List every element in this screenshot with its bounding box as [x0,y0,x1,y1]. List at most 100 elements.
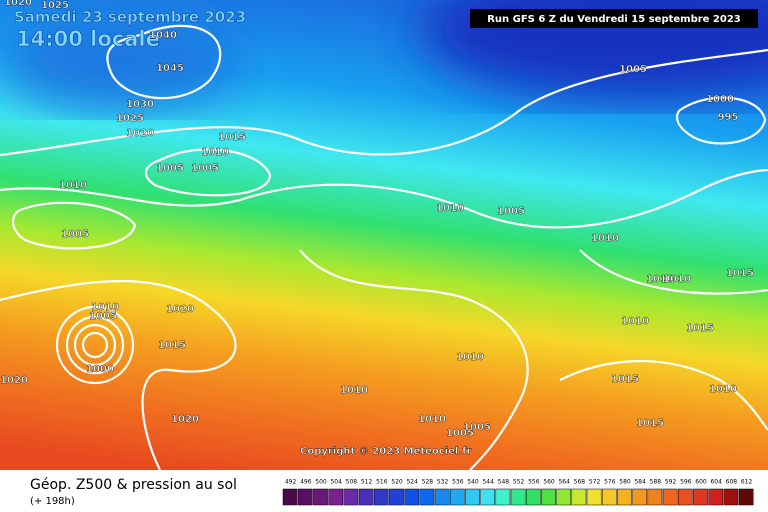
legend-label: 584 [634,479,646,486]
isobar-label: 1015 [686,323,714,334]
isobar [299,249,529,471]
legend-label: 600 [695,479,707,486]
legend-swatch [632,488,648,506]
legend-swatch [601,488,617,506]
isobar-label: 1010 [201,147,229,158]
isobar-label: 1040 [149,30,177,41]
legend-label: 572 [589,479,601,486]
isobar-label: 1025 [116,113,144,124]
isobar [12,201,137,250]
run-box [470,9,758,28]
isobar-label: 1005 [619,64,647,75]
isobar [0,48,768,157]
isobar-label: 1020 [126,128,154,139]
isobar-label: 1015 [611,374,639,385]
legend-label: 528 [422,479,434,486]
legend-swatch [693,488,708,506]
legend-label: 548 [498,479,510,486]
legend-swatch [723,488,739,506]
legend-label: 576 [604,479,616,486]
isobar-label: 1000 [706,94,734,105]
isobar-label: 1010 [340,385,368,396]
forecast-time: 14:00 locale [16,27,160,51]
legend-swatch [541,488,556,506]
isobar-label: 1020 [0,375,28,386]
legend-swatch [495,488,511,506]
legend-swatch [510,488,526,506]
legend-label: 492 [285,479,297,486]
isobar-label: 1015 [636,418,664,429]
legend-swatch [358,488,374,506]
legend-swatch [419,488,435,506]
isobar-label: 1015 [218,132,246,143]
copyright: Copyright © 2023 Meteociel.fr [300,446,471,457]
run-info: Run GFS 6 Z du Vendredi 15 septembre 202… [487,14,741,25]
isobar [0,168,768,229]
isobar [73,323,117,367]
isobar-label: 1005 [89,311,117,322]
legend-swatch [738,488,754,506]
isobar [579,249,768,295]
legend-label: 512 [361,479,373,486]
isobar-label: 1010 [591,233,619,244]
legend-label: 536 [452,479,464,486]
isobar-label: 1010 [709,384,737,395]
isobar-label: 1010 [418,414,446,425]
legend-label: 556 [528,479,540,486]
legend-swatch [556,488,572,506]
legend-label: 500 [315,479,327,486]
isobar-label: 1005 [446,428,474,439]
legend-swatch [465,488,480,506]
isobar-label: 1015 [726,268,754,279]
isobar [675,96,767,145]
isobar-label: 1005 [191,163,219,174]
legend-label: 568 [574,479,586,486]
isobar-label: 1030 [126,99,154,110]
legend-label: 540 [467,479,479,486]
legend-swatch [313,488,328,506]
isobar-label: 1010 [663,274,691,285]
isobar [0,279,237,471]
legend-swatch [449,488,465,506]
isobar [55,305,135,385]
isobar [65,315,125,375]
legend-label: 612 [741,479,753,486]
isobar-label: 1005 [61,229,89,240]
legend-swatch [677,488,693,506]
legend-swatch [404,488,420,506]
legend-label: 508 [346,479,358,486]
isobar [144,148,272,197]
legend-label: 560 [543,479,555,486]
legend-label: 520 [391,479,403,486]
legend-swatch [434,488,450,506]
legend-swatch [343,488,359,506]
isobar-label: 1010 [59,180,87,191]
isobar-label: 1010 [436,203,464,214]
isobar-label: 1020 [166,304,194,315]
isobar-label: 995 [718,112,739,123]
legend-label: 496 [300,479,312,486]
color-legend: 492 496 500 504 508 512 516 520 524 528 532 536 540 5… [282,479,754,506]
legend-swatch [297,488,313,506]
legend-swatch [586,488,602,506]
legend-swatch [480,488,496,506]
isobar-label: 1010 [91,302,119,313]
legend-swatch [328,488,344,506]
isobar-label: 1010 [646,274,674,285]
legend-label: 516 [376,479,388,486]
legend-swatch [662,488,678,506]
isobar [106,24,222,100]
legend-label: 552 [513,479,525,486]
legend-label: 588 [650,479,662,486]
greenland-area [0,10,240,110]
isobar-label: 1045 [156,63,184,74]
footer-title: Géop. Z500 & pression au sol [30,477,237,493]
isobar-label: 1000 [86,364,114,375]
isobar-label: 1010 [621,316,649,327]
legend-label: 532 [437,479,449,486]
isobar-label: 1015 [158,340,186,351]
legend-label: 604 [710,479,722,486]
isobar-label: 1025 [41,0,69,11]
